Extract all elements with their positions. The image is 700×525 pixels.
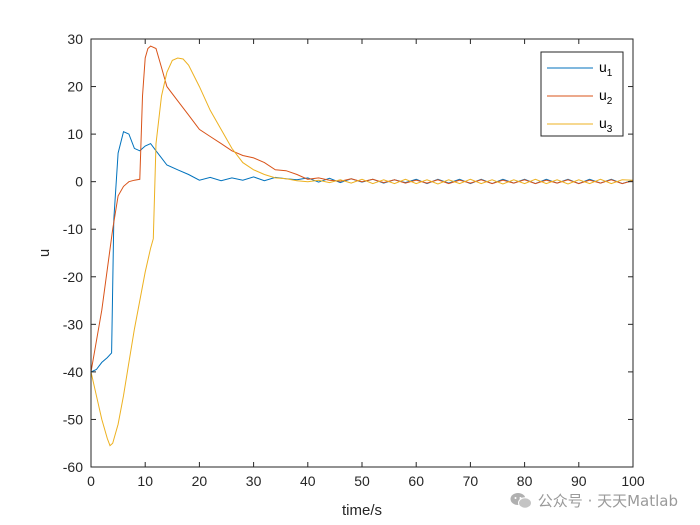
x-tick-label: 60 xyxy=(408,473,424,489)
y-tick-label: 0 xyxy=(75,174,83,190)
x-tick-label: 100 xyxy=(621,473,645,489)
legend-box xyxy=(540,51,624,137)
legend-entry-label: u2 xyxy=(599,87,613,107)
x-tick-label: 80 xyxy=(517,473,533,489)
x-tick-label: 30 xyxy=(246,473,262,489)
y-tick-label: -20 xyxy=(63,269,83,285)
y-axis: -60 -50 -40 -30 -20 -10 0 10 20 30 xyxy=(63,31,633,475)
legend: u1 u2 u3 xyxy=(540,51,624,137)
x-tick-label: 10 xyxy=(137,473,153,489)
y-tick-label: 10 xyxy=(67,126,83,142)
watermark-text: 公众号 · 天天Matlab xyxy=(537,492,678,510)
x-tick-label: 70 xyxy=(463,473,479,489)
y-axis-label: u xyxy=(36,249,53,257)
legend-entry-label: u1 xyxy=(599,59,613,79)
watermark: 公众号 · 天天Matlab xyxy=(510,490,678,511)
y-tick-label: -60 xyxy=(63,459,83,475)
y-tick-label: 20 xyxy=(67,79,83,95)
x-axis-label: time/s xyxy=(342,502,382,519)
x-tick-label: 0 xyxy=(87,473,95,489)
y-tick-label: 30 xyxy=(67,31,83,47)
x-tick-label: 20 xyxy=(192,473,208,489)
y-tick-label: -10 xyxy=(63,221,83,237)
x-tick-label: 90 xyxy=(571,473,587,489)
y-tick-label: -40 xyxy=(63,364,83,380)
x-tick-label: 50 xyxy=(354,473,370,489)
wechat-icon xyxy=(510,492,532,509)
series-layer xyxy=(90,45,634,447)
y-tick-label: -30 xyxy=(63,316,83,332)
x-axis: 0 10 20 30 40 50 60 70 80 90 100 xyxy=(87,39,645,489)
x-tick-label: 40 xyxy=(300,473,316,489)
y-tick-label: -50 xyxy=(63,411,83,427)
series-line-u3 xyxy=(90,57,634,447)
legend-entry-label: u3 xyxy=(599,115,613,135)
